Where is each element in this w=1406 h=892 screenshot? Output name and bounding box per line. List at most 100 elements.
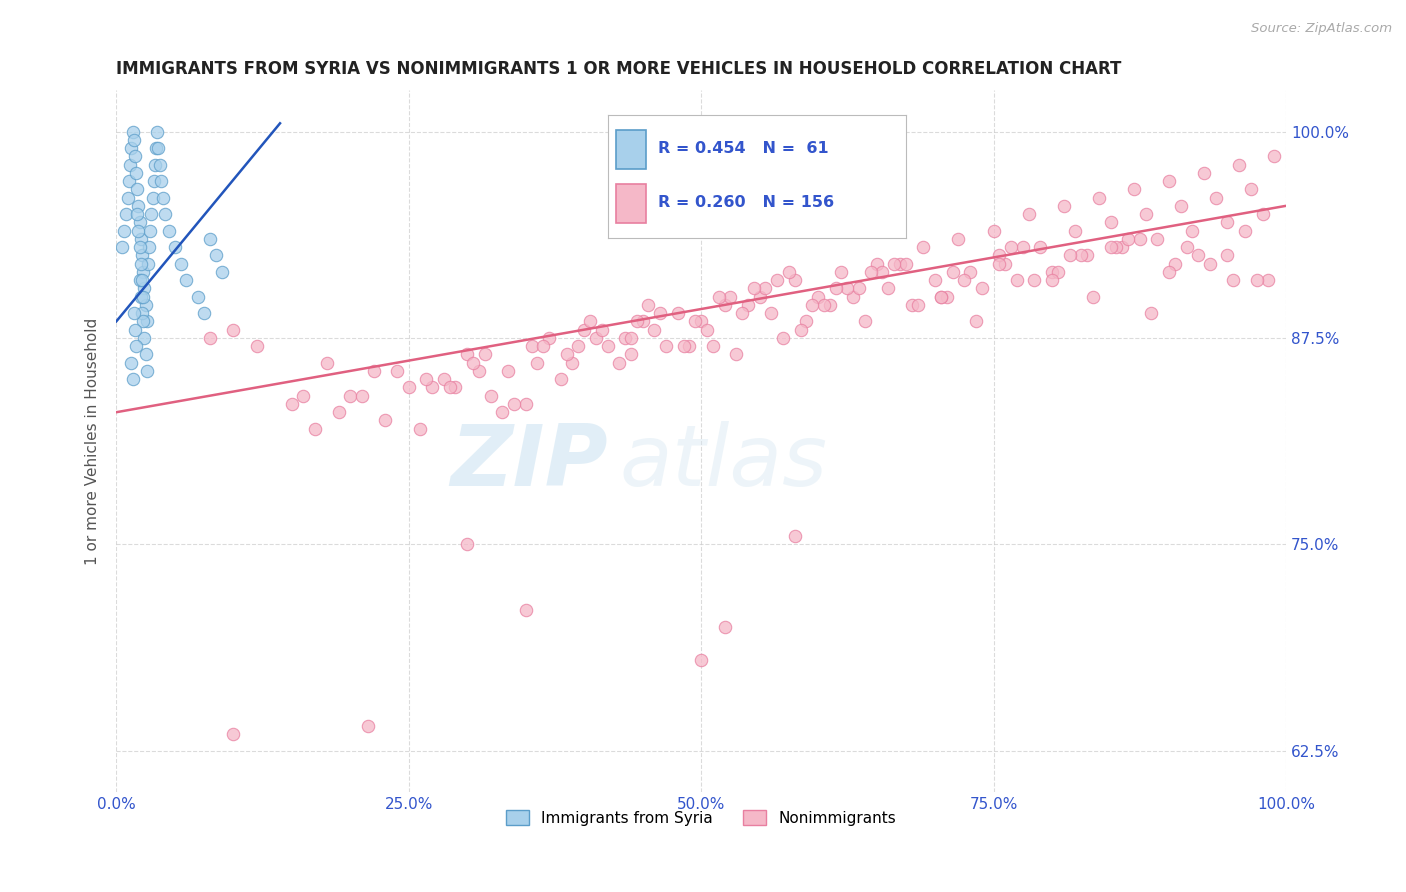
Point: [859, 265, 882, 279]
Point: [148, 141, 170, 155]
Point: [1040, 273, 1063, 287]
Point: [143, 157, 166, 171]
Point: [141, 191, 163, 205]
Point: [339, 389, 361, 403]
Point: [929, 290, 952, 304]
Point: [134, 347, 156, 361]
Point: [959, 265, 981, 279]
Point: [707, 290, 730, 304]
Point: [121, 141, 143, 155]
Point: [1111, 240, 1133, 254]
Point: [1157, 265, 1180, 279]
Point: [515, 603, 537, 617]
Point: [479, 389, 502, 403]
Point: [818, 298, 841, 312]
Point: [813, 298, 835, 312]
Point: [1116, 232, 1139, 246]
Point: [125, 166, 148, 180]
Point: [304, 422, 326, 436]
Point: [865, 257, 887, 271]
Point: [121, 372, 143, 386]
Point: [1070, 248, 1092, 262]
Point: [146, 124, 169, 138]
Point: [415, 372, 437, 386]
Point: [783, 273, 806, 287]
Point: [807, 290, 830, 304]
Point: [555, 347, 578, 361]
Point: [128, 240, 150, 254]
Point: [124, 149, 146, 163]
Text: Source: ZipAtlas.com: Source: ZipAtlas.com: [1251, 22, 1392, 36]
Point: [842, 290, 865, 304]
Point: [149, 174, 172, 188]
Point: [690, 653, 713, 667]
Point: [789, 323, 811, 337]
Point: [155, 207, 177, 221]
Point: [900, 298, 922, 312]
Point: [585, 331, 607, 345]
Point: [128, 199, 150, 213]
Point: [883, 257, 905, 271]
Point: [138, 240, 160, 254]
Point: [127, 182, 149, 196]
Point: [572, 323, 595, 337]
Point: [292, 389, 315, 403]
Point: [456, 537, 478, 551]
Point: [1088, 191, 1111, 205]
Point: [1205, 191, 1227, 205]
Point: [1140, 306, 1163, 320]
Point: [772, 331, 794, 345]
Point: [409, 422, 432, 436]
Point: [1053, 199, 1076, 213]
Point: [134, 298, 156, 312]
Point: [748, 290, 770, 304]
Point: [567, 339, 589, 353]
Point: [211, 265, 233, 279]
Point: [988, 248, 1011, 262]
Point: [579, 314, 602, 328]
Point: [702, 339, 724, 353]
Point: [246, 339, 269, 353]
Point: [135, 364, 157, 378]
Point: [135, 314, 157, 328]
Point: [328, 405, 350, 419]
Point: [129, 290, 152, 304]
Point: [357, 719, 380, 733]
Point: [1076, 248, 1098, 262]
Point: [1181, 224, 1204, 238]
Point: [124, 323, 146, 337]
Point: [1227, 157, 1250, 171]
Point: [672, 339, 695, 353]
Point: [1011, 240, 1033, 254]
Point: [385, 364, 408, 378]
Point: [766, 273, 789, 287]
Point: [132, 290, 155, 304]
Point: [363, 364, 385, 378]
Point: [1216, 215, 1239, 229]
Point: [169, 257, 191, 271]
Point: [1240, 182, 1263, 196]
Text: IMMIGRANTS FROM SYRIA VS NONIMMIGRANTS 1 OR MORE VEHICLES IN HOUSEHOLD CORRELATI: IMMIGRANTS FROM SYRIA VS NONIMMIGRANTS 1…: [117, 60, 1122, 78]
Point: [145, 141, 167, 155]
Point: [912, 240, 935, 254]
Point: [131, 248, 153, 262]
Point: [666, 306, 689, 320]
Point: [713, 298, 735, 312]
Point: [983, 224, 1005, 238]
Point: [193, 306, 215, 320]
Point: [1170, 199, 1192, 213]
Point: [924, 273, 946, 287]
Point: [129, 232, 152, 246]
Point: [204, 248, 226, 262]
Point: [496, 364, 519, 378]
Point: [1135, 207, 1157, 221]
Point: [122, 306, 145, 320]
Point: [678, 339, 700, 353]
Point: [550, 372, 572, 386]
Point: [1222, 273, 1244, 287]
Point: [531, 339, 554, 353]
Point: [685, 314, 707, 328]
Point: [114, 207, 136, 221]
Point: [315, 356, 337, 370]
Point: [1059, 248, 1081, 262]
